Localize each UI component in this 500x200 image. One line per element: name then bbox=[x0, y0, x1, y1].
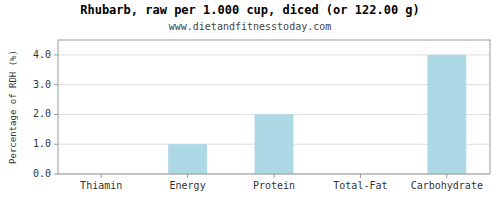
chart: 0.0 1.0 2.0 3.0 4.0 Thiamin Energy Protein Total… bbox=[0, 0, 500, 200]
y-tick bbox=[54, 144, 58, 145]
chart-container: 0.0 1.0 2.0 3.0 4.0 Thiamin Energy Protein Total… bbox=[0, 0, 500, 200]
title: Rhubarb, raw per 1.000 cup, diced (or 12… bbox=[80, 3, 420, 17]
x-tick bbox=[274, 174, 275, 178]
plot-area bbox=[58, 40, 490, 174]
x-axis: Thiamin Energy Protein Total-Fat Carbohydrat… bbox=[80, 174, 483, 191]
x-tick bbox=[187, 174, 188, 178]
y-tick-label: 0.0 bbox=[33, 168, 51, 179]
y-tick-label: 3.0 bbox=[33, 79, 51, 90]
x-tick-label: Carbohydrate bbox=[411, 180, 483, 191]
grid-line bbox=[58, 54, 490, 55]
bar bbox=[168, 144, 207, 174]
x-tick-label: Thiamin bbox=[80, 180, 122, 191]
plot-frame bbox=[58, 40, 490, 174]
y-tick bbox=[54, 114, 58, 115]
y-axis-label: Percentage of RDH (%) bbox=[8, 50, 18, 164]
x-tick-label: Protein bbox=[253, 180, 295, 191]
x-tick bbox=[446, 174, 447, 178]
y-tick-label: 4.0 bbox=[33, 49, 51, 60]
grid-line bbox=[58, 84, 490, 85]
y-tick-label: 2.0 bbox=[33, 108, 51, 119]
y-tick bbox=[54, 54, 58, 55]
bar bbox=[255, 114, 294, 174]
x-tick bbox=[360, 174, 361, 178]
y-axis: 0.0 1.0 2.0 3.0 4.0 bbox=[33, 49, 58, 179]
y-tick bbox=[54, 84, 58, 85]
x-tick-label: Total-Fat bbox=[333, 180, 387, 191]
x-tick bbox=[101, 174, 102, 178]
y-tick bbox=[54, 174, 58, 175]
bar bbox=[427, 55, 466, 174]
y-tick-label: 1.0 bbox=[33, 138, 51, 149]
grid bbox=[58, 55, 490, 174]
subtitle: www.dietandfitnesstoday.com bbox=[169, 21, 332, 32]
bars bbox=[168, 55, 466, 174]
x-tick-label: Energy bbox=[170, 180, 206, 191]
